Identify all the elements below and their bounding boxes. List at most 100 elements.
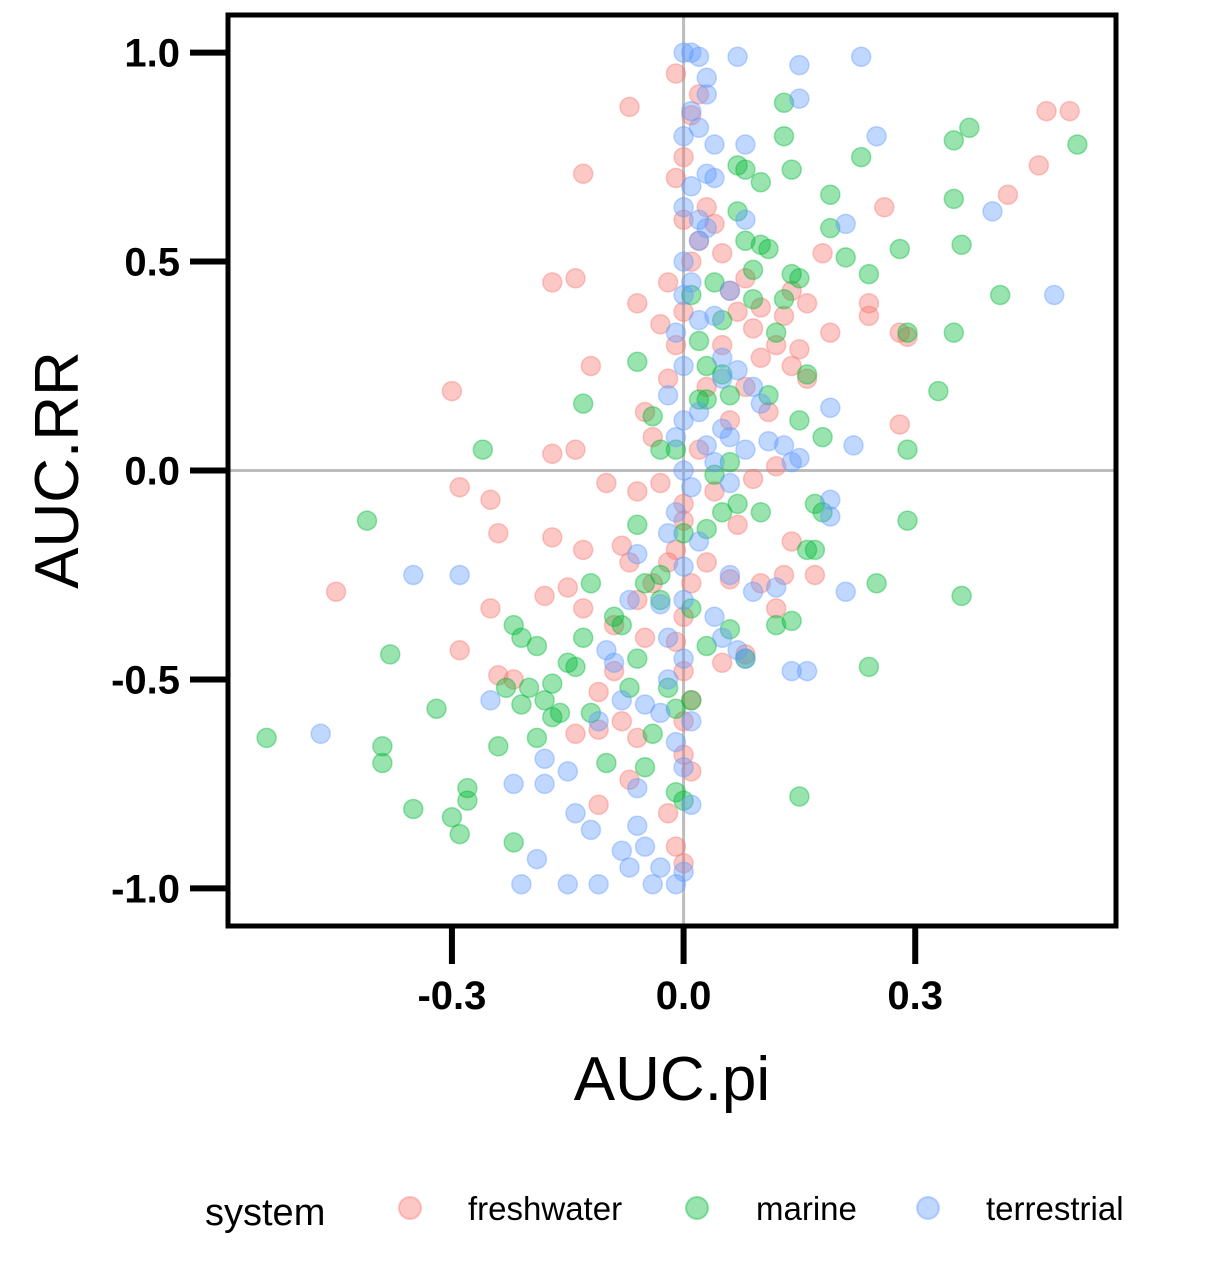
data-point-marine-65: [812, 502, 833, 523]
data-point-freshwater-31: [634, 401, 656, 423]
data-point-terrestrial-7: [534, 748, 555, 770]
data-point-freshwater-59: [897, 326, 918, 348]
data-point-freshwater-20: [557, 577, 579, 598]
data-point-marine-25: [580, 702, 602, 724]
data-point-freshwater-65: [1059, 100, 1080, 122]
data-point-freshwater-39: [681, 105, 702, 126]
data-point-freshwater-95: [627, 727, 648, 749]
data-point-freshwater-26: [588, 794, 609, 816]
data-point-terrestrial-40: [696, 84, 717, 105]
data-point-freshwater-42: [696, 376, 717, 398]
data-point-terrestrial-68: [850, 46, 872, 68]
data-point-freshwater-48: [765, 456, 787, 477]
data-point-marine-41: [696, 389, 717, 410]
data-point-terrestrial-71: [1043, 284, 1065, 306]
data-point-freshwater-41: [665, 63, 687, 84]
data-point-freshwater-51: [789, 339, 810, 360]
data-point-freshwater-0: [619, 96, 640, 118]
data-point-terrestrial-53: [750, 393, 772, 414]
data-point-terrestrial-28: [673, 648, 694, 669]
data-point-terrestrial-16: [611, 840, 633, 862]
data-point-freshwater-9: [488, 522, 509, 544]
data-point-terrestrial-3: [480, 690, 501, 711]
data-point-freshwater-67: [750, 573, 772, 594]
data-point-freshwater-25: [565, 723, 586, 745]
data-point-freshwater-27: [611, 535, 633, 556]
data-point-marine-61: [796, 364, 818, 385]
data-point-marine-42: [704, 464, 725, 485]
data-point-terrestrial-8: [534, 773, 555, 795]
data-point-freshwater-94: [634, 627, 656, 648]
data-point-freshwater-52: [781, 280, 802, 302]
data-point-terrestrial-83: [681, 176, 702, 197]
data-point-freshwater-75: [758, 401, 779, 423]
data-point-freshwater-57: [858, 305, 880, 327]
data-point-freshwater-91: [657, 802, 679, 824]
data-point-terrestrial-42: [704, 167, 725, 189]
data-point-freshwater-11: [572, 539, 594, 561]
data-point-terrestrial-49: [727, 46, 748, 68]
data-point-terrestrial-24: [657, 627, 679, 648]
series-freshwater: [325, 63, 1080, 874]
data-point-freshwater-21: [534, 585, 555, 607]
x-tick-label: 0.3: [887, 974, 943, 1018]
data-point-freshwater-112: [688, 230, 710, 251]
data-point-freshwater-45: [735, 268, 756, 289]
data-point-marine-50: [735, 230, 756, 251]
data-point-marine-66: [820, 217, 841, 239]
data-point-marine-109: [681, 690, 702, 711]
data-point-terrestrial-85: [688, 209, 710, 231]
data-point-terrestrial-69: [866, 125, 887, 147]
data-point-freshwater-56: [858, 293, 880, 314]
data-point-marine-93: [696, 518, 717, 540]
data-point-freshwater-98: [603, 660, 625, 682]
data-point-terrestrial-20: [634, 836, 656, 857]
data-point-marine-14: [503, 614, 524, 636]
data-point-freshwater-71: [719, 568, 741, 590]
data-point-freshwater-114: [796, 368, 818, 389]
data-point-terrestrial-55: [773, 435, 795, 456]
data-point-terrestrial-17: [619, 857, 640, 878]
data-point-terrestrial-74: [727, 639, 748, 661]
legend-label-marine: marine: [756, 1190, 857, 1227]
data-point-terrestrial-66: [835, 213, 856, 235]
data-point-terrestrial-84: [688, 117, 710, 139]
data-point-marine-103: [627, 648, 648, 669]
data-point-marine-23: [565, 656, 586, 678]
data-point-terrestrial-26: [673, 861, 694, 882]
data-point-marine-34: [650, 589, 671, 611]
data-point-terrestrial-65: [835, 581, 856, 602]
data-point-marine-15: [511, 627, 532, 648]
data-point-terrestrial-63: [820, 506, 841, 527]
y-tick-label: 0.5: [124, 241, 180, 285]
data-point-terrestrial-35: [673, 125, 694, 147]
data-point-freshwater-86: [673, 660, 694, 682]
data-point-marine-112: [742, 288, 764, 310]
data-point-marine-5: [403, 798, 424, 820]
data-point-marine-92: [711, 502, 733, 523]
legend: system freshwater marine terrestrial: [205, 1190, 1124, 1234]
data-point-terrestrial-45: [711, 347, 733, 368]
data-point-marine-111: [711, 309, 733, 331]
data-point-freshwater-101: [642, 573, 663, 594]
data-point-terrestrial-32: [673, 355, 694, 377]
data-point-terrestrial-34: [673, 196, 694, 218]
data-point-terrestrial-99: [719, 426, 741, 448]
data-point-marine-67: [820, 184, 841, 205]
data-point-terrestrial-21: [642, 873, 663, 895]
data-point-marine-2: [379, 644, 401, 665]
data-point-freshwater-93: [673, 853, 694, 874]
data-point-marine-77: [928, 380, 949, 402]
data-point-terrestrial-102: [711, 368, 733, 389]
data-point-freshwater-12: [325, 581, 347, 602]
data-point-freshwater-44: [719, 280, 741, 302]
data-point-marine-51: [742, 259, 764, 281]
x-axis: -0.3 0.0 0.3: [417, 926, 943, 1018]
series-marine: [256, 92, 1088, 853]
y-tick-label: -0.5: [111, 658, 180, 702]
data-point-marine-107: [518, 677, 540, 699]
data-point-terrestrial-13: [588, 873, 609, 895]
data-point-marine-3: [372, 736, 393, 757]
data-point-marine-0: [256, 727, 277, 749]
data-point-marine-33: [650, 564, 671, 586]
